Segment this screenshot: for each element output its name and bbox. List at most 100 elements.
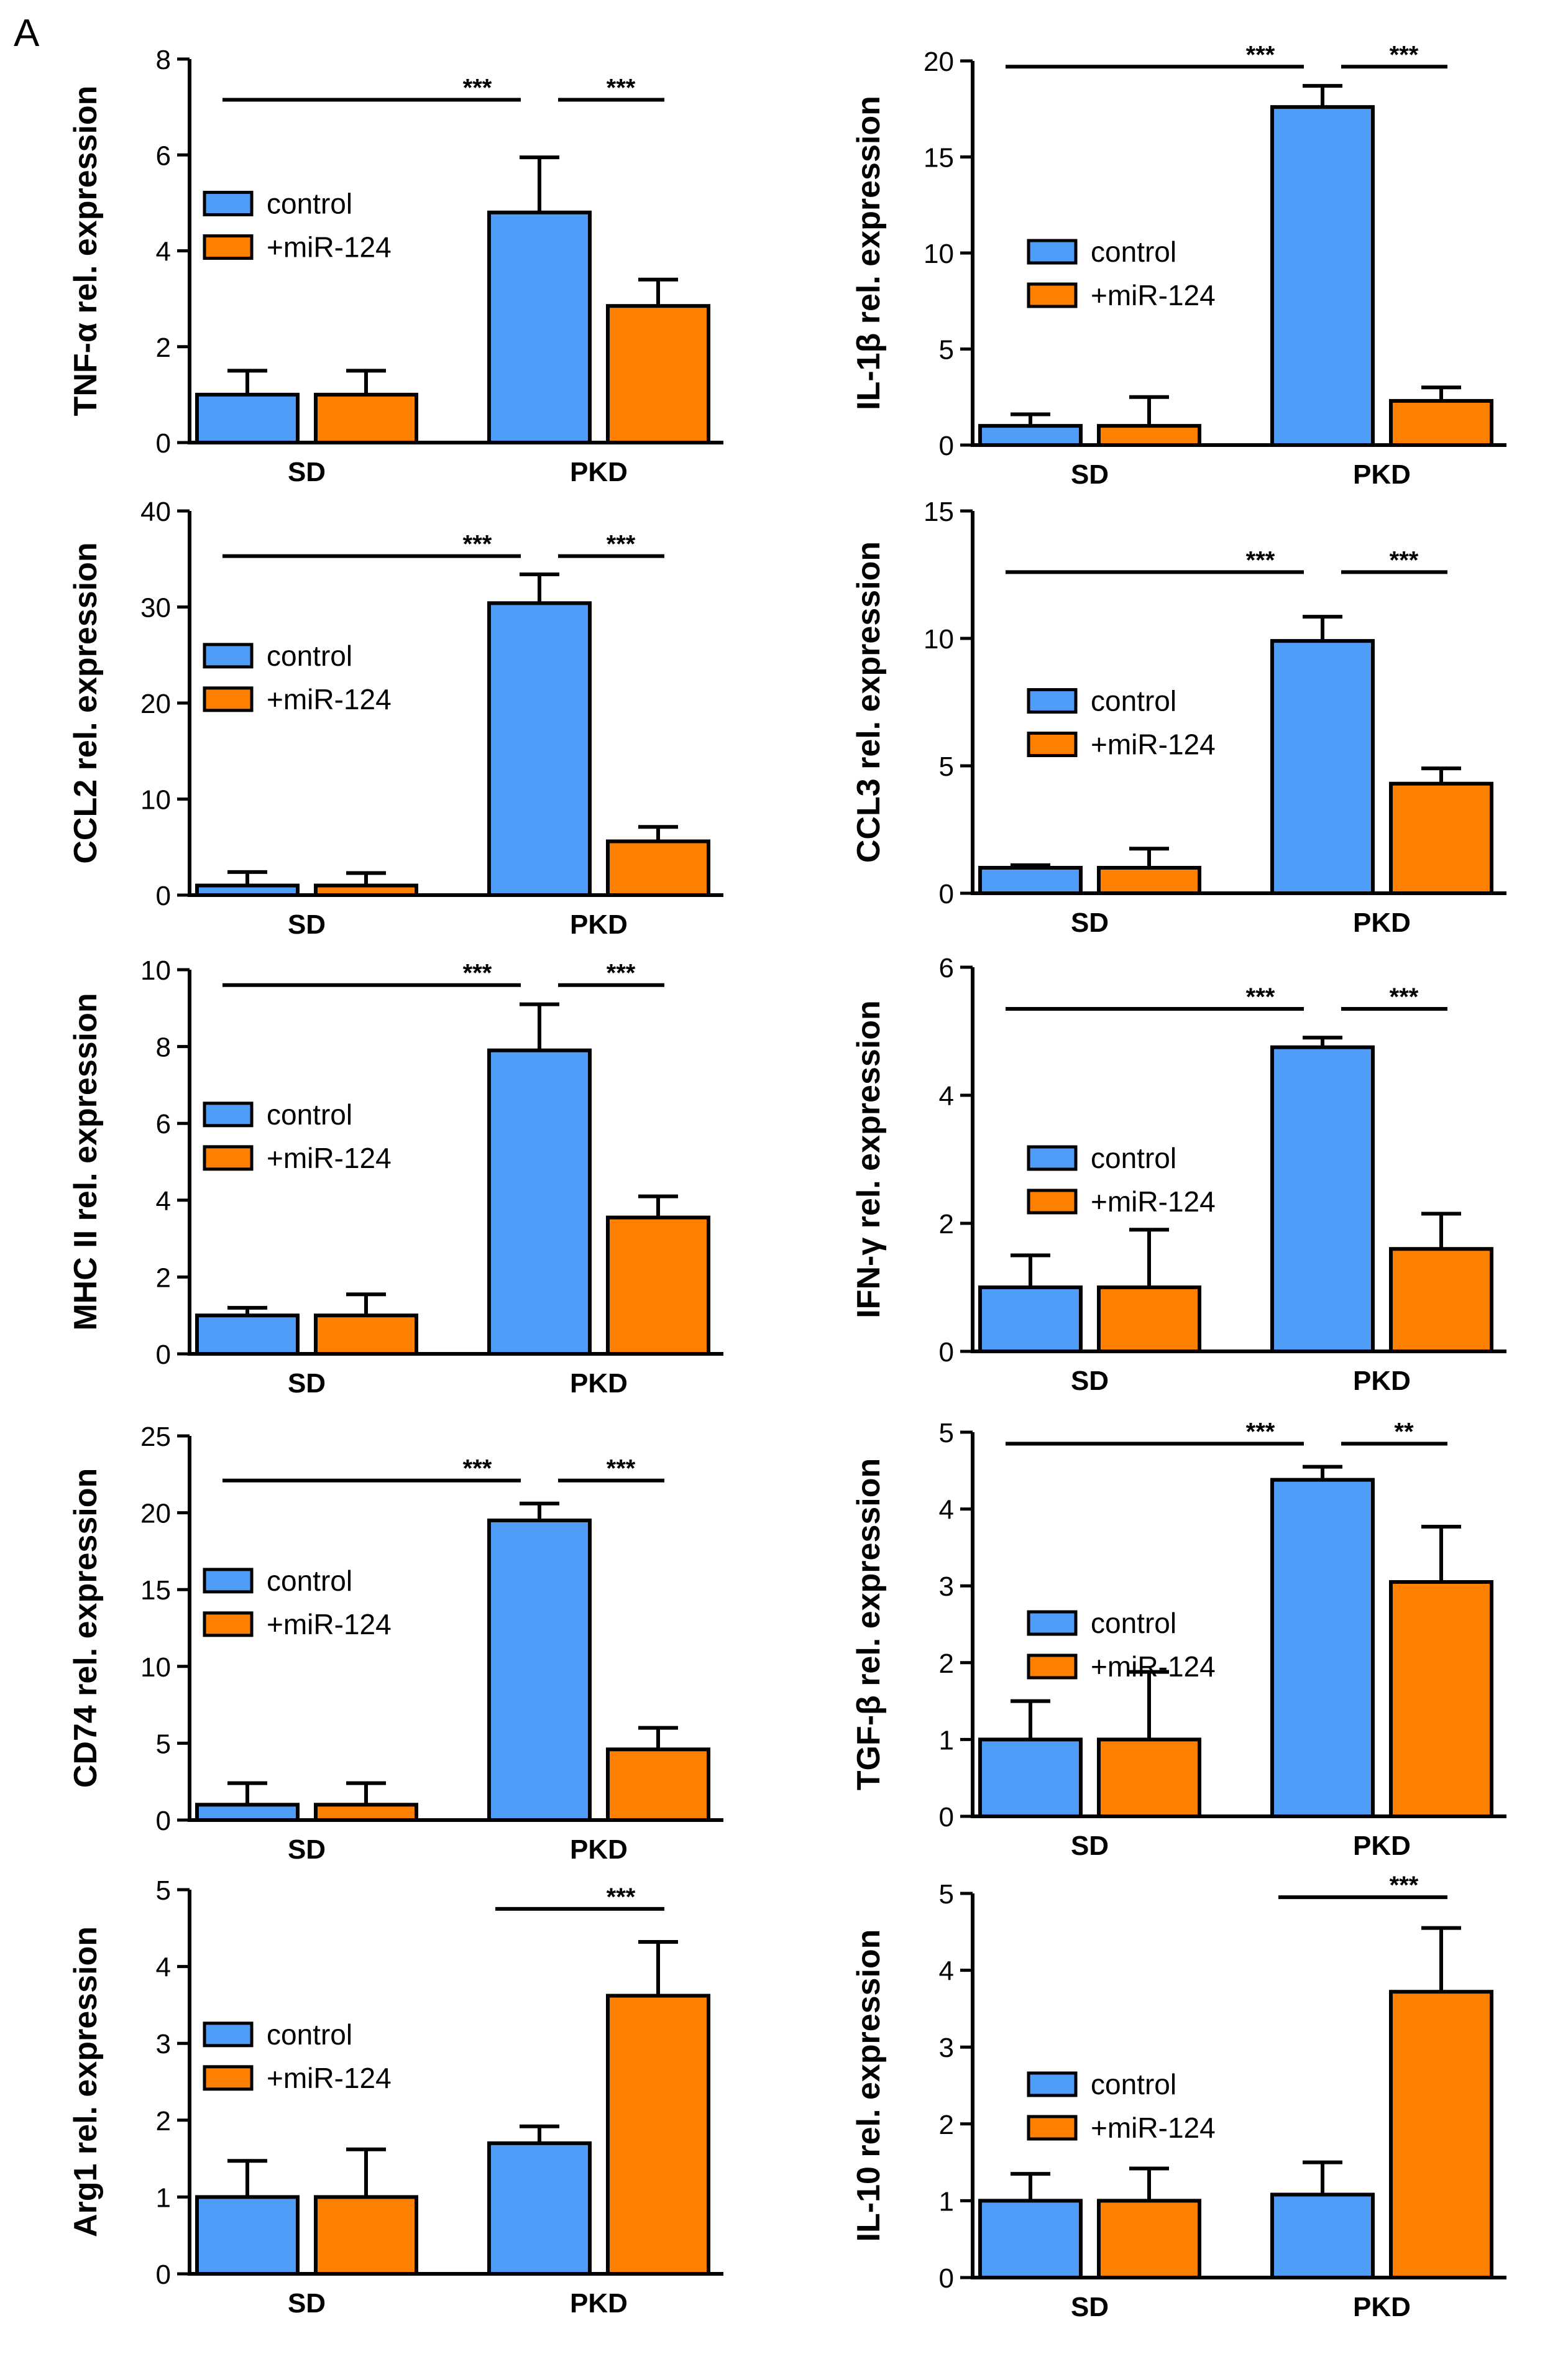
chart-ifn-significance-label: *** — [1246, 983, 1275, 1011]
panel-letter: A — [14, 12, 40, 55]
chart-tgf-y-tick-label: 0 — [939, 1802, 954, 1832]
chart-tgf-legend-label-control: control — [1091, 1607, 1176, 1639]
chart-ccl2-y-tick-label: 40 — [140, 497, 171, 527]
chart-tnf-legend-swatch-control — [203, 190, 254, 216]
chart-cd74-bar-pkd-control — [487, 1518, 592, 1822]
chart-tnf-y-tick-label: 4 — [156, 237, 171, 267]
chart-arg1-bar-pkd-mir124 — [606, 1993, 710, 2276]
chart-mhc-y-axis-title: MHC II rel. expression — [68, 993, 104, 1330]
chart-tnf-y-tick-label: 2 — [156, 333, 171, 363]
chart-il-10-bar-pkd-mir124 — [1389, 1990, 1493, 2279]
chart-ifn-bar-pkd-control — [1270, 1045, 1375, 1353]
chart-cd74: CD74 rel. expression 0 5 10 15 20 25 SD PKD *** **… — [68, 1422, 723, 1865]
chart-il-10: IL-10 rel. expression 0 1 2 3 4 5 SD PKD *** contr… — [851, 1872, 1506, 2322]
chart-ifn-y-tick-label: 2 — [939, 1209, 954, 1239]
chart-ccl3-x-tick-label-sd: SD — [1071, 908, 1109, 938]
chart-tnf-legend-label-mir124: +miR-124 — [267, 231, 392, 263]
chart-il-1-x-tick-label-sd: SD — [1071, 459, 1109, 490]
chart-arg1-legend-label-control: control — [267, 2018, 352, 2051]
chart-arg1-legend-swatch-mir124 — [203, 2065, 254, 2091]
chart-tgf-y-axis-title: TGF-β rel. expression — [851, 1458, 887, 1791]
chart-tgf-legend-swatch-mir124 — [1027, 1653, 1078, 1680]
chart-tgf-y-tick-label: 1 — [939, 1725, 954, 1755]
chart-tnf-significance-label: *** — [607, 75, 636, 102]
chart-ccl3-legend-swatch-control — [1027, 688, 1078, 714]
chart-ccl3-significance-label: *** — [1390, 546, 1419, 574]
chart-ccl2-legend-swatch-mir124 — [203, 686, 254, 712]
chart-tgf-bar-pkd-control — [1270, 1478, 1375, 1819]
chart-tgf-x-tick-label-pkd: PKD — [1353, 1831, 1411, 1861]
chart-mhc-x-tick-label-pkd: PKD — [570, 1368, 628, 1399]
chart-ccl2-x-tick-label-sd: SD — [288, 909, 326, 940]
chart-il-10-legend-label-mir124: +miR-124 — [1091, 2112, 1216, 2144]
chart-il-10-x-tick-label-pkd: PKD — [1353, 2292, 1411, 2322]
chart-mhc-legend-label-mir124: +miR-124 — [267, 1142, 392, 1174]
chart-tnf: TNF-α rel. expression 0 2 4 6 8 SD PKD *** *** con… — [68, 45, 723, 487]
chart-tnf-y-tick-label: 6 — [156, 140, 171, 171]
chart-tgf-legend-swatch-control — [1027, 1610, 1078, 1636]
chart-mhc-x-tick-label-sd: SD — [288, 1368, 326, 1399]
chart-cd74-x-tick-label-pkd: PKD — [570, 1834, 628, 1865]
chart-mhc-y-tick-label: 10 — [140, 955, 171, 986]
chart-il-10-y-tick-label: 3 — [939, 2033, 954, 2063]
chart-il-10-legend-label-control: control — [1091, 2068, 1176, 2100]
chart-cd74-y-tick-label: 15 — [140, 1575, 171, 1606]
chart-il-1-significance-label: *** — [1390, 41, 1419, 68]
chart-ccl3-significance-label: *** — [1246, 546, 1275, 574]
chart-il-10-y-tick-label: 0 — [939, 2263, 954, 2294]
chart-ifn-legend-label-control: control — [1091, 1142, 1176, 1174]
chart-tnf-significance-label: *** — [463, 75, 492, 102]
chart-ccl2-legend-label-control: control — [267, 640, 352, 672]
chart-ccl2: CCL2 rel. expression 0 10 20 30 40 SD PKD *** ***… — [68, 497, 723, 940]
chart-mhc-y-tick-label: 6 — [156, 1109, 171, 1139]
chart-il-1-bar-sd-mir124 — [1097, 424, 1201, 447]
chart-cd74-legend-label-control: control — [267, 1565, 352, 1597]
chart-tgf-bar-pkd-mir124 — [1389, 1580, 1493, 1819]
chart-il-10-y-tick-label: 4 — [939, 1956, 954, 1987]
chart-mhc-legend-label-control: control — [267, 1098, 352, 1131]
chart-arg1-y-tick-label: 1 — [156, 2182, 171, 2213]
chart-il-1-legend-label-control: control — [1091, 236, 1176, 268]
chart-ccl3-bar-sd-mir124 — [1097, 866, 1201, 895]
chart-ccl2-y-tick-label: 20 — [140, 689, 171, 719]
chart-mhc-legend-swatch-mir124 — [203, 1145, 254, 1171]
chart-cd74-y-tick-label: 0 — [156, 1806, 171, 1836]
chart-il-1-bar-pkd-mir124 — [1389, 398, 1493, 447]
chart-arg1-legend-label-mir124: +miR-124 — [267, 2062, 392, 2094]
chart-il-1-y-tick-label: 10 — [924, 239, 954, 269]
chart-mhc-bar-pkd-control — [487, 1048, 592, 1356]
chart-ccl3-bar-sd-control — [978, 866, 1083, 895]
chart-il-10-legend-swatch-control — [1027, 2071, 1078, 2097]
chart-ccl2-legend-swatch-control — [203, 643, 254, 669]
chart-il-1-y-tick-label: 20 — [924, 47, 954, 77]
chart-ifn-legend-swatch-mir124 — [1027, 1189, 1078, 1215]
chart-arg1-legend-swatch-control — [203, 2021, 254, 2048]
chart-il-10-bar-pkd-control — [1270, 2192, 1375, 2279]
chart-cd74-y-tick-label: 10 — [140, 1652, 171, 1683]
chart-cd74-y-tick-label: 5 — [156, 1729, 171, 1759]
chart-ccl2-significance-label: *** — [463, 531, 492, 558]
chart-il-10-legend-swatch-mir124 — [1027, 2115, 1078, 2141]
chart-arg1-bar-sd-control — [195, 2195, 300, 2276]
chart-tnf-y-tick-label: 8 — [156, 45, 171, 75]
chart-ccl2-bar-pkd-control — [487, 601, 592, 897]
chart-ccl3-y-tick-label: 10 — [924, 624, 954, 655]
chart-ccl3-bar-pkd-mir124 — [1389, 781, 1493, 895]
chart-tgf-y-tick-label: 4 — [939, 1495, 954, 1525]
chart-ccl3-y-tick-label: 0 — [939, 879, 954, 909]
chart-ifn-x-tick-label-pkd: PKD — [1353, 1366, 1411, 1396]
chart-arg1-x-tick-label-sd: SD — [288, 2288, 326, 2319]
chart-mhc-significance-label: *** — [607, 960, 636, 987]
chart-tnf-y-tick-label: 0 — [156, 428, 171, 459]
chart-ccl2-y-axis-title: CCL2 rel. expression — [68, 542, 104, 863]
chart-cd74-bar-sd-control — [195, 1803, 300, 1823]
chart-cd74-y-axis-title: CD74 rel. expression — [68, 1468, 104, 1788]
chart-ccl3-legend-label-mir124: +miR-124 — [1091, 729, 1216, 761]
chart-tgf-x-tick-label-sd: SD — [1071, 1831, 1109, 1861]
chart-il-1-y-tick-label: 0 — [939, 431, 954, 461]
chart-ifn-y-axis-title: IFN-γ rel. expression — [851, 1000, 887, 1318]
chart-tgf-bar-sd-control — [978, 1737, 1083, 1818]
chart-ccl2-bar-pkd-mir124 — [606, 839, 710, 897]
